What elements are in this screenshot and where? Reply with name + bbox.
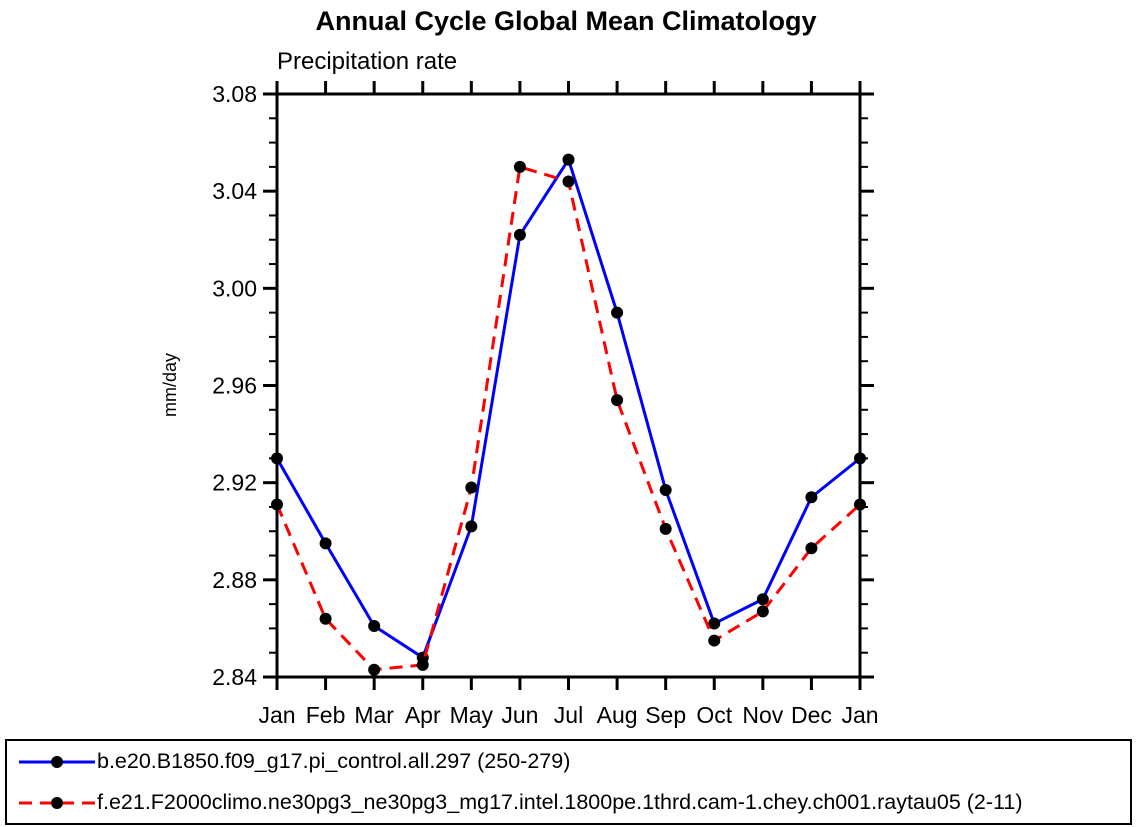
x-axis-month-label: Jan bbox=[841, 702, 878, 728]
data-point-series-1 bbox=[416, 658, 429, 671]
annual-cycle-chart: Annual Cycle Global Mean Climatology Pre… bbox=[160, 6, 879, 728]
chart-title: Annual Cycle Global Mean Climatology bbox=[315, 6, 816, 36]
x-axis-month-label: Jun bbox=[501, 702, 538, 728]
chart-subtitle: Precipitation rate bbox=[277, 48, 457, 75]
data-point-series-1 bbox=[805, 542, 818, 555]
x-axis-month-label: Aug bbox=[597, 702, 638, 728]
y-axis-tick-label: 2.84 bbox=[212, 664, 257, 690]
data-point-series-0 bbox=[562, 153, 575, 166]
y-axis-tick-label: 2.88 bbox=[212, 567, 257, 593]
data-point-series-1 bbox=[611, 394, 624, 407]
x-axis-month-label: Sep bbox=[645, 702, 686, 728]
data-point-series-0 bbox=[319, 537, 332, 550]
data-point-series-1 bbox=[659, 522, 672, 535]
legend-marker bbox=[51, 796, 63, 809]
data-point-series-0 bbox=[513, 228, 526, 241]
data-point-series-0 bbox=[271, 452, 283, 465]
x-axis-month-label: Feb bbox=[306, 702, 346, 728]
y-axis-tick-label: 3.00 bbox=[212, 275, 257, 301]
data-point-series-0 bbox=[659, 483, 672, 496]
series-line-1 bbox=[275, 165, 862, 672]
legend-line-sample bbox=[19, 755, 95, 768]
x-axis-month-label: Nov bbox=[742, 702, 783, 728]
x-axis-month-label: Jul bbox=[554, 702, 583, 728]
x-axis-month-label: Mar bbox=[354, 702, 394, 728]
data-point-series-0 bbox=[465, 520, 478, 533]
data-point-series-0 bbox=[708, 617, 721, 630]
data-point-series-0 bbox=[611, 306, 624, 319]
data-point-series-0 bbox=[854, 452, 866, 465]
x-axis-month-label: Oct bbox=[696, 702, 732, 728]
plot-area: 2.84 2.88 2.92 2.96 3.00 3.04 3.08 Jan Feb Mar Apr… bbox=[212, 81, 879, 728]
legend-label: b.e20.B1850.f09_g17.pi_control.all.297 (… bbox=[97, 749, 571, 773]
legend-row-0: b.e20.B1850.f09_g17.pi_control.all.297 (… bbox=[7, 741, 1130, 782]
data-point-series-1 bbox=[708, 634, 721, 647]
data-point-series-1 bbox=[271, 498, 283, 511]
data-point-series-0 bbox=[805, 491, 818, 504]
y-axis-tick-label: 2.92 bbox=[212, 470, 257, 496]
data-point-series-1 bbox=[562, 175, 575, 188]
x-axis-month-label: Dec bbox=[791, 702, 832, 728]
legend-label: f.e21.F2000climo.ne30pg3_ne30pg3_mg17.in… bbox=[97, 790, 1023, 814]
data-point-series-1 bbox=[368, 663, 381, 676]
legend-line-sample bbox=[19, 796, 95, 809]
data-point-series-1 bbox=[319, 612, 332, 625]
data-point-series-1 bbox=[756, 605, 769, 618]
legend-box: b.e20.B1850.f09_g17.pi_control.all.297 (… bbox=[5, 739, 1132, 825]
y-axis-label: mm/day bbox=[160, 353, 180, 417]
legend-row-1: f.e21.F2000climo.ne30pg3_ne30pg3_mg17.in… bbox=[7, 782, 1130, 823]
x-axis-month-label: Apr bbox=[405, 702, 441, 728]
y-axis-tick-label: 2.96 bbox=[212, 373, 257, 399]
data-point-series-0 bbox=[368, 619, 381, 632]
y-axis-tick-label: 3.08 bbox=[212, 81, 257, 107]
data-point-series-1 bbox=[854, 498, 866, 511]
legend-marker bbox=[51, 755, 63, 768]
y-axis-tick-label: 3.04 bbox=[212, 178, 257, 204]
data-point-series-1 bbox=[465, 481, 478, 494]
series-line-0 bbox=[275, 158, 861, 660]
x-axis-month-label: May bbox=[450, 702, 494, 728]
x-axis-month-label: Jan bbox=[258, 702, 295, 728]
data-point-series-1 bbox=[513, 160, 526, 173]
data-point-series-0 bbox=[756, 593, 769, 606]
